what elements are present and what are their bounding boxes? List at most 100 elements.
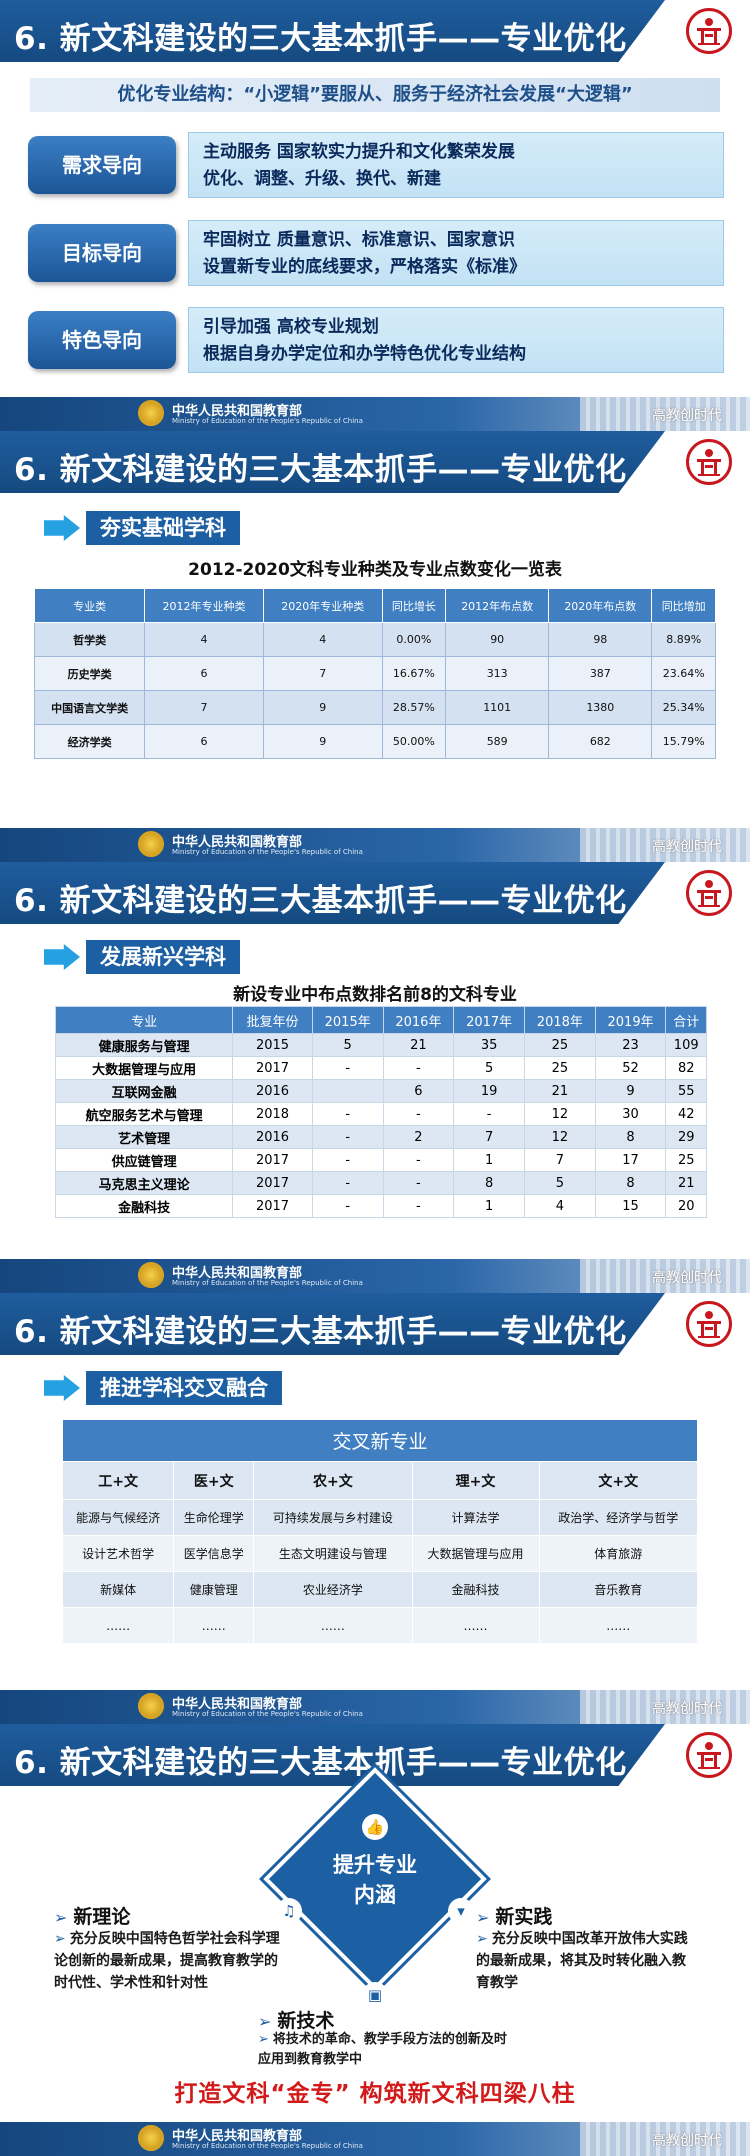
practice-body: ➢ 充分反映中国改革开放伟大实践的最新成果，将其及时转化融入教育教学: [476, 1928, 691, 1994]
table-cell: 7: [144, 690, 264, 725]
thumbs-up-icon: 👍: [362, 1814, 388, 1840]
title-band: [0, 862, 665, 924]
table-cell: 15.79%: [651, 724, 716, 759]
music-icon: ♫: [276, 1898, 302, 1924]
ministry-name-en: Ministry of Education of the People's Re…: [172, 1279, 363, 1287]
table-cell: 5: [311, 1033, 384, 1057]
table-cell: 8: [453, 1171, 525, 1195]
table-row: 马克思主义理论 2017- -8 5 8 21: [54, 1171, 707, 1195]
table-cell: 52: [594, 1056, 667, 1080]
section-title: 推进学科交叉融合: [86, 1371, 282, 1405]
table-row: 大数据管理与应用 2017- -5 25 52 82: [54, 1056, 707, 1080]
table-cell: ……: [538, 1607, 699, 1644]
table-cell: 19: [453, 1079, 525, 1103]
table-row: 能源与气候经济 生命伦理学 可持续发展与乡村建设 计算法学 政治学、经济学与哲学: [61, 1499, 699, 1536]
column-header: 2020年布点数: [548, 588, 653, 623]
table-cell: -: [311, 1148, 384, 1172]
table-cell: 政治学、经济学与哲学: [538, 1499, 699, 1536]
column-header: 理+文: [411, 1461, 540, 1500]
ministry-logo-icon: [686, 1732, 732, 1778]
table-cell: 25: [665, 1148, 707, 1172]
table-cell: 1: [453, 1194, 525, 1218]
table-cell: 28.57%: [381, 690, 447, 725]
national-emblem-icon: [138, 831, 164, 857]
table-cell: ……: [61, 1607, 175, 1644]
table-cell: 1: [453, 1148, 525, 1172]
ministry-name: 中华人民共和国教育部: [172, 835, 303, 850]
center-line: 内涵: [354, 1883, 396, 1907]
table-cell: 682: [548, 724, 653, 759]
chevron-right-icon: ➢: [54, 1931, 66, 1947]
footer: 中华人民共和国教育部 Ministry of Education of the …: [0, 1259, 750, 1293]
table-cell: 25: [523, 1056, 596, 1080]
practice-heading: ➢ 新实践: [476, 1902, 552, 1929]
table-row: 哲学类 4 4 0.00% 90 98 8.89%: [33, 622, 716, 657]
table-cell: 589: [445, 724, 550, 759]
ministry-logo-icon: [686, 1301, 732, 1347]
theory-heading: ➢ 新理论: [54, 1902, 130, 1929]
table-cell: 1380: [548, 690, 653, 725]
ministry-name-en: Ministry of Education of the People's Re…: [172, 848, 363, 856]
table-cell: 23: [594, 1033, 667, 1057]
table-cell: -: [311, 1125, 384, 1149]
orientation-line: 设置新专业的底线要求，严格落实《标准》: [203, 257, 526, 277]
ministry-logo-icon: [686, 8, 732, 54]
ministry-name: 中华人民共和国教育部: [172, 404, 303, 419]
tech-body: ➢ 将技术的革命、教学手段方法的创新及时应用到教育教学中: [258, 2030, 518, 2070]
watermark: 高教创时代: [652, 408, 722, 424]
title-bar: 6. 新文科建设的三大基本抓手——专业优化: [0, 862, 750, 924]
title-bar: 6. 新文科建设的三大基本抓手——专业优化: [0, 0, 750, 62]
chevron-right-icon: ➢: [258, 2012, 272, 2031]
column-header: 2012年布点数: [445, 588, 550, 623]
column-header: 合计: [665, 1006, 707, 1034]
emerging-majors-table: 专业 批复年份 2015年 2016年 2017年 2018年 2019年 合计 健康服务与管…: [54, 1006, 707, 1218]
column-header: 2017年: [453, 1006, 525, 1034]
closing-slogan: 打造文科“金专” 构筑新文科四梁八柱: [174, 2081, 576, 2107]
table-cell: 9: [262, 724, 383, 759]
footer: 中华人民共和国教育部 Ministry of Education of the …: [0, 828, 750, 862]
arrow-right-icon: [44, 515, 80, 541]
table-cell: 7: [453, 1125, 525, 1149]
building-image: [580, 1259, 750, 1293]
table-cell: 16.67%: [381, 656, 447, 691]
ministry-name-en: Ministry of Education of the People's Re…: [172, 1710, 363, 1718]
slide-1: 6. 新文科建设的三大基本抓手——专业优化 优化专业结构：“小逻辑”要服从、服务…: [0, 0, 750, 431]
title-band: [0, 0, 665, 62]
orientation-line: 主动服务 国家软实力提升和文化繁荣发展: [203, 142, 515, 162]
column-header: 专业: [54, 1006, 234, 1034]
table-cell: 42: [665, 1102, 707, 1126]
table-cell: 6: [144, 724, 264, 759]
chevron-right-icon: ➢: [54, 1908, 68, 1927]
table-cell: 能源与气候经济: [61, 1499, 175, 1536]
column-header: 农+文: [253, 1461, 413, 1500]
table-cell: 5: [453, 1056, 525, 1080]
table-cell: 2018: [232, 1102, 313, 1126]
table-cell: 互联网金融: [54, 1079, 234, 1103]
theory-heading-text: 新理论: [73, 1906, 131, 1928]
table-row: 设计艺术哲学 医学信息学 生态文明建设与管理 大数据管理与应用 体育旅游: [61, 1535, 699, 1572]
table-cell: 经济学类: [33, 724, 146, 759]
center-line: 提升专业: [333, 1853, 417, 1877]
table-cell: 7: [523, 1148, 596, 1172]
center-text: 提升专业 内涵: [300, 1850, 450, 1910]
ministry-logo-icon: [686, 439, 732, 485]
orientation-line: 引导加强 高校专业规划: [203, 317, 379, 337]
tech-heading-text: 新技术: [277, 2010, 335, 2032]
table-cell: 金融科技: [54, 1194, 234, 1218]
ministry-logo-icon: [686, 870, 732, 916]
table-row: 互联网金融 2016 6 19 21 9 55: [54, 1079, 707, 1103]
table-cell: 21: [523, 1079, 596, 1103]
table-cell: 4: [144, 622, 264, 657]
table-cell: 50.00%: [381, 724, 447, 759]
table-cell: 9: [262, 690, 383, 725]
slide-title: 6. 新文科建设的三大基本抓手——专业优化: [14, 21, 627, 57]
table-cell: 82: [665, 1056, 707, 1080]
table-cell: 马克思主义理论: [54, 1171, 234, 1195]
section-title: 发展新兴学科: [86, 940, 240, 974]
column-header: 2015年: [311, 1006, 384, 1034]
table-cell: 哲学类: [33, 622, 146, 657]
ministry-name-en: Ministry of Education of the People's Re…: [172, 417, 363, 425]
table-cell: 15: [594, 1194, 667, 1218]
building-image: [580, 828, 750, 862]
title-band: [0, 1293, 665, 1355]
